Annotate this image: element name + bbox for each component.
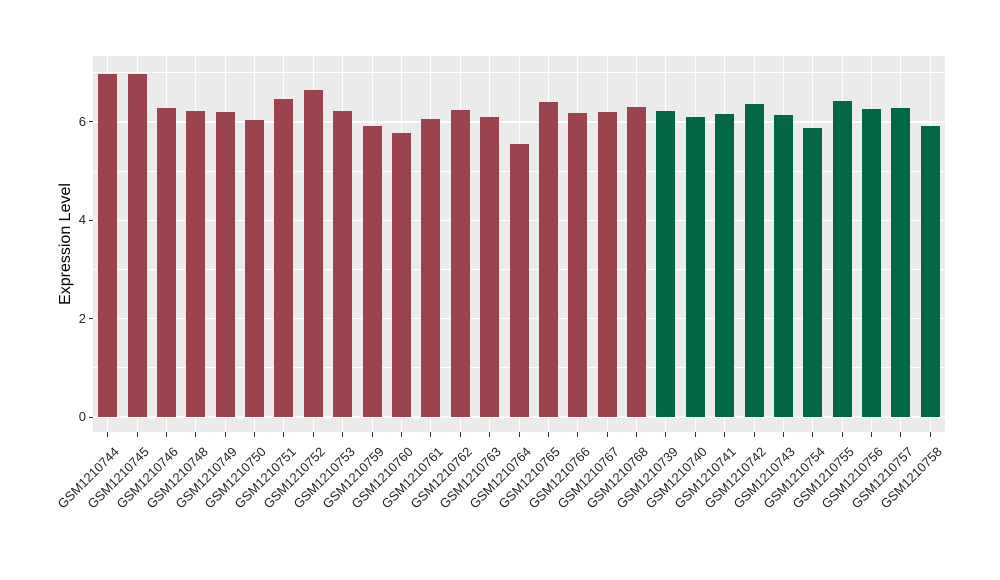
y-tick-mark (88, 121, 93, 123)
x-tick-mark (636, 432, 638, 437)
gridline-minor-horizontal (93, 72, 945, 74)
y-tick-mark (88, 416, 93, 418)
x-tick-mark (254, 432, 256, 437)
x-tick-mark (812, 432, 814, 437)
x-tick-mark (929, 432, 931, 437)
gridline-major-horizontal (93, 121, 945, 123)
y-tick-mark (88, 219, 93, 221)
x-tick-mark (430, 432, 432, 437)
y-tick-mark (88, 318, 93, 320)
y-tick-label: 0 (78, 409, 86, 424)
x-tick-mark (224, 432, 226, 437)
y-axis-title: Expression Level (57, 183, 74, 305)
bar-GSM1210746 (156, 108, 176, 417)
y-tick-label: 2 (78, 310, 86, 326)
x-tick-mark (871, 432, 873, 437)
x-tick-mark (782, 432, 784, 437)
x-tick-mark (195, 432, 197, 437)
x-tick-mark (518, 432, 520, 437)
bar-GSM1210748 (186, 110, 206, 417)
x-tick-mark (694, 432, 696, 437)
bar-GSM1210766 (568, 113, 588, 417)
bar-GSM1210763 (480, 117, 500, 417)
x-tick-mark (400, 432, 402, 437)
bar-GSM1210740 (685, 117, 705, 417)
bar-GSM1210768 (627, 107, 647, 417)
y-tick-label: 4 (78, 212, 86, 228)
bar-GSM1210742 (744, 104, 764, 417)
x-tick-mark (547, 432, 549, 437)
bar-GSM1210755 (832, 101, 852, 417)
x-tick-mark (577, 432, 579, 437)
plot-panel (93, 56, 945, 432)
bar-GSM1210760 (391, 133, 411, 417)
bar-GSM1210741 (715, 114, 735, 417)
x-tick-mark (283, 432, 285, 437)
bar-GSM1210758 (920, 125, 940, 417)
x-tick-mark (841, 432, 843, 437)
bar-GSM1210751 (274, 99, 294, 417)
y-tick-label: 6 (78, 113, 86, 129)
x-tick-mark (753, 432, 755, 437)
bar-GSM1210757 (891, 108, 911, 417)
x-tick-mark (489, 432, 491, 437)
x-tick-mark (665, 432, 667, 437)
bar-GSM1210749 (215, 112, 235, 417)
bar-GSM1210756 (862, 109, 882, 417)
x-tick-mark (342, 432, 344, 437)
bar-GSM1210753 (333, 110, 353, 417)
x-tick-mark (107, 432, 109, 437)
gridline-major-horizontal (93, 416, 945, 418)
bar-GSM1210759 (362, 125, 382, 417)
bar-GSM1210754 (803, 128, 823, 417)
x-tick-mark (606, 432, 608, 437)
bar-GSM1210762 (450, 110, 470, 417)
bar-GSM1210764 (509, 144, 529, 417)
x-tick-mark (136, 432, 138, 437)
bar-GSM1210743 (773, 115, 793, 417)
bar-GSM1210739 (656, 111, 676, 417)
bar-GSM1210745 (127, 74, 147, 417)
x-tick-mark (165, 432, 167, 437)
bar-GSM1210744 (98, 74, 118, 417)
x-tick-mark (459, 432, 461, 437)
x-tick-mark (900, 432, 902, 437)
bar-GSM1210750 (245, 119, 265, 417)
x-tick-mark (724, 432, 726, 437)
bar-GSM1210761 (421, 119, 441, 417)
bar-GSM1210767 (597, 112, 617, 417)
bar-GSM1210765 (538, 102, 558, 417)
x-tick-mark (312, 432, 314, 437)
x-tick-mark (371, 432, 373, 437)
bar-GSM1210752 (303, 89, 323, 417)
